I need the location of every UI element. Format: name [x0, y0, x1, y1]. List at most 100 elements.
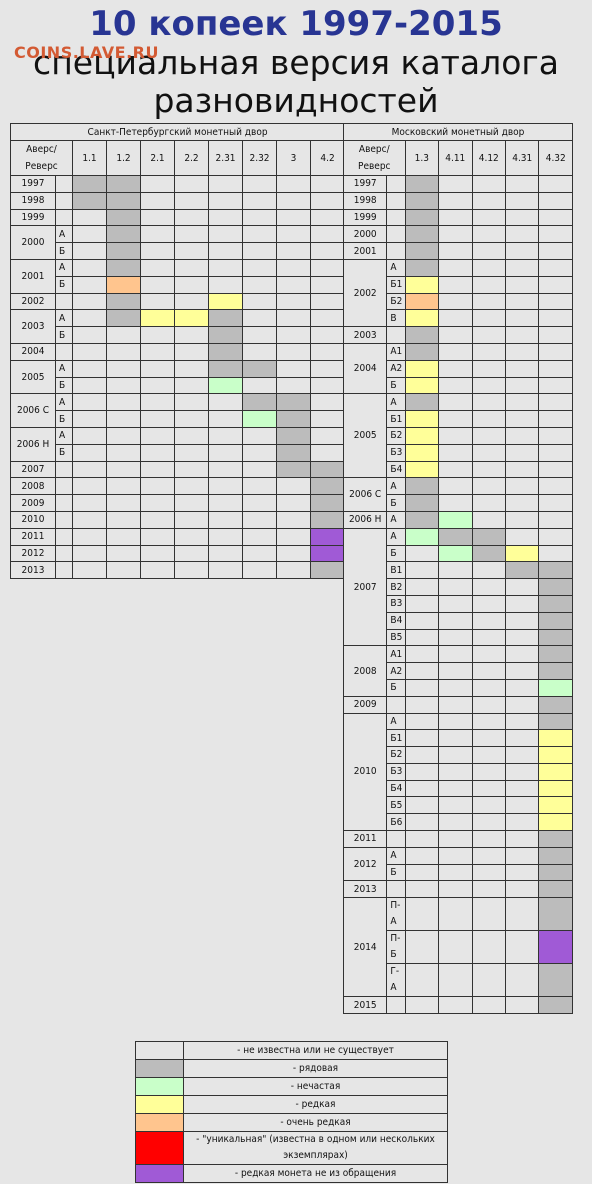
table-row: 2005 А [10, 359, 346, 395]
rarity-cell [438, 611, 473, 630]
rarity-cell [72, 326, 107, 344]
rarity-cell [471, 292, 507, 311]
rarity-cell [538, 410, 573, 428]
rarity-cell [538, 510, 573, 529]
legend-row: - редкая монета не из обращения [135, 1164, 448, 1183]
rarity-cell [276, 326, 311, 344]
rarity-cell [106, 275, 141, 294]
rarity-cell [538, 460, 573, 479]
table-row: 2014 П-А [342, 897, 573, 998]
rarity-cell [174, 326, 209, 344]
rarity-cell [404, 393, 440, 412]
table-row: Б [11, 410, 346, 428]
rarity-cell [309, 510, 346, 529]
table-row: 2002 [10, 292, 346, 311]
rarity-cell [404, 208, 440, 227]
year-cell: 2005 [10, 359, 56, 395]
rarity-cell [438, 494, 473, 512]
table-row: 2005 А [342, 393, 573, 479]
rarity-cell [208, 309, 243, 328]
rarity-cell [276, 393, 311, 412]
rarity-cell [504, 292, 540, 311]
rarity-cell [504, 930, 540, 965]
table-row: 2013 [10, 561, 346, 580]
rarity-cell [404, 191, 440, 210]
table-row: В1 [344, 561, 573, 580]
rarity-cell [174, 460, 209, 479]
rarity-cell [242, 410, 277, 428]
rarity-cell [242, 544, 277, 563]
rarity-cell [309, 175, 346, 193]
rarity-cell [309, 460, 346, 479]
subtype-cell [386, 880, 406, 899]
table-row: 2013 [342, 880, 573, 899]
rarity-cell [140, 510, 175, 529]
rarity-cell [404, 611, 440, 630]
rarity-cell [276, 359, 311, 378]
rarity-cell [208, 225, 243, 244]
rarity-cell [276, 309, 311, 328]
rarity-cell [404, 578, 440, 596]
year-cell: 2008 [10, 477, 56, 496]
rarity-cell [140, 393, 175, 412]
column-header: 2.32 [242, 140, 277, 176]
rarity-cell [72, 443, 107, 462]
rarity-cell [504, 494, 540, 512]
year-cell: 2011 [10, 527, 56, 546]
rarity-cell [309, 527, 346, 546]
table-row: Б [344, 544, 573, 563]
rarity-cell [471, 460, 507, 479]
rarity-cell [208, 410, 243, 428]
rarity-cell [106, 225, 141, 244]
rarity-cell [276, 225, 311, 244]
rarity-cell [471, 996, 507, 1015]
rarity-cell [438, 292, 473, 311]
rarity-cell [208, 494, 243, 512]
rarity-cell [538, 326, 573, 344]
legend-label: - редкая монета не из обращения [183, 1164, 448, 1183]
subtype-cell: А [55, 309, 73, 328]
rarity-cell [208, 359, 243, 378]
rarity-cell [471, 578, 507, 596]
rarity-cell [404, 678, 440, 697]
rarity-cell [404, 426, 440, 445]
subtype-cell: В2 [386, 578, 406, 596]
rarity-cell [404, 880, 440, 899]
rarity-cell [438, 830, 473, 848]
rarity-cell [538, 729, 573, 748]
table-row: Б2 [344, 746, 573, 764]
rarity-cell [504, 813, 540, 832]
rarity-cell [438, 460, 473, 479]
column-header: 2.31 [208, 140, 243, 176]
rarity-cell [242, 292, 277, 311]
rarity-cell [538, 292, 573, 311]
subtype-cell: А [386, 258, 406, 277]
table-row: 1998 [10, 191, 346, 210]
subtype-cell: Б3 [386, 762, 406, 781]
rarity-cell [504, 662, 540, 680]
rarity-cell [242, 443, 277, 462]
year-cell: 2007 [342, 527, 388, 647]
subtype-cell: А2 [386, 359, 406, 378]
rarity-cell [72, 426, 107, 445]
rarity-cell [276, 561, 311, 580]
rarity-cell [438, 813, 473, 832]
mint-header-row: Санкт-Петербургский монетный двор [9, 123, 346, 141]
rarity-cell [276, 410, 311, 428]
year-cell: 2004 [10, 342, 56, 361]
subtype-cell [386, 208, 406, 227]
subtype-cell: Б1 [386, 729, 406, 748]
year-cell: 2015 [342, 996, 388, 1015]
legend-swatch [135, 1113, 184, 1132]
rarity-cell [140, 426, 175, 445]
rarity-cell [404, 762, 440, 781]
rarity-cell [140, 494, 175, 512]
rarity-cell [208, 477, 243, 496]
subtype-cell [386, 830, 406, 848]
rarity-cell [72, 275, 107, 294]
legend-swatch [135, 1041, 184, 1060]
rarity-cell [208, 342, 243, 361]
table-row: Б [344, 494, 573, 512]
legend-label: - очень редкая [183, 1113, 448, 1132]
